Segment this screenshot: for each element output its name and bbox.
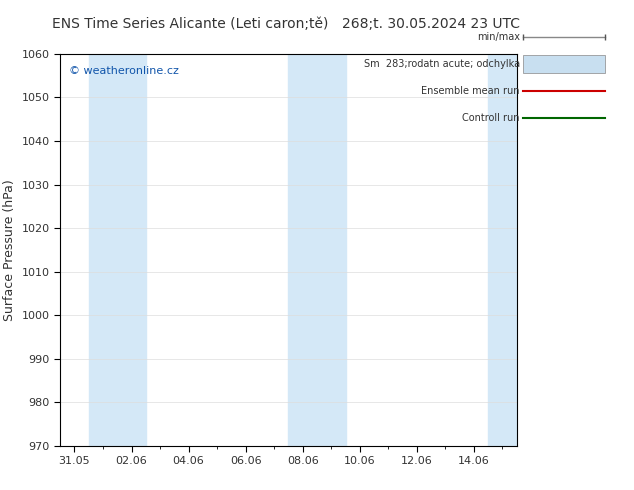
Text: Ensemble mean run: Ensemble mean run	[422, 86, 520, 96]
Text: 268;t. 30.05.2024 23 UTC: 268;t. 30.05.2024 23 UTC	[342, 17, 520, 31]
Bar	[488, 54, 517, 446]
Text: ENS Time Series Alicante (Leti caron;tě): ENS Time Series Alicante (Leti caron;tě)	[52, 17, 328, 31]
Bar	[89, 54, 146, 446]
Text: min/max: min/max	[477, 32, 520, 42]
Y-axis label: Surface Pressure (hPa): Surface Pressure (hPa)	[3, 179, 16, 321]
Text: Sm  283;rodatn acute; odchylka: Sm 283;rodatn acute; odchylka	[364, 59, 520, 69]
Text: © weatheronline.cz: © weatheronline.cz	[69, 66, 179, 75]
Bar	[288, 54, 346, 446]
Text: Controll run: Controll run	[462, 113, 520, 122]
